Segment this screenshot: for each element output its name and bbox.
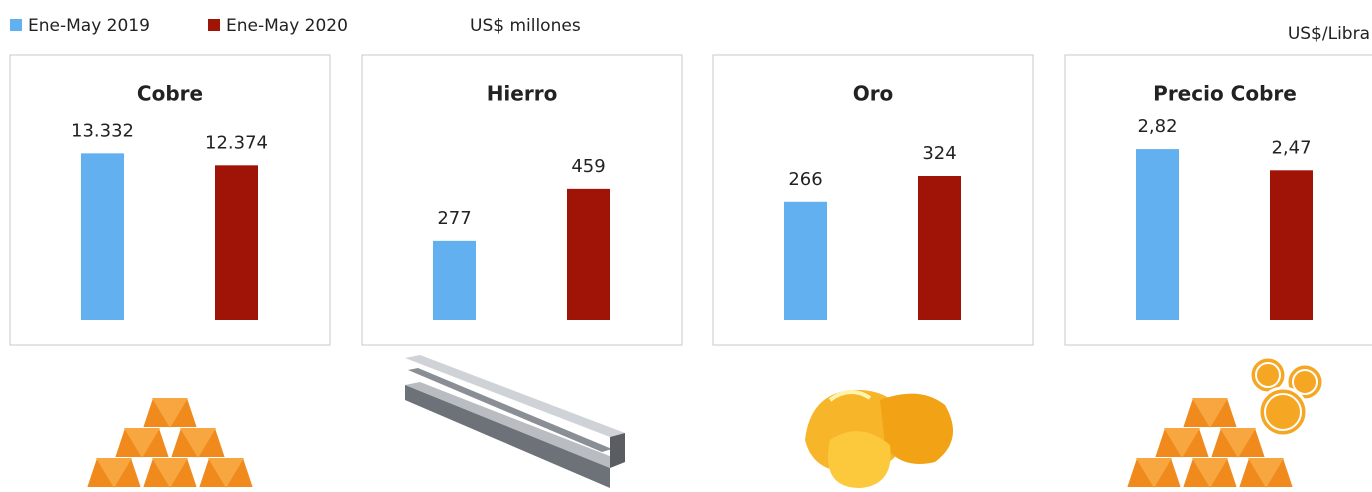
gold-bar-top: [1248, 458, 1284, 488]
chart-title: Cobre: [137, 82, 203, 106]
gold-bar-top: [124, 428, 160, 458]
data-label: 459: [571, 156, 605, 177]
unit-label: US$ millones: [470, 16, 581, 36]
gold-nugget-icon: [805, 389, 953, 488]
steel-beam-icon: [405, 355, 625, 488]
coin-rim: [1255, 362, 1281, 388]
legend-swatch: [208, 19, 220, 31]
data-label: 13.332: [71, 120, 134, 141]
icons: [405, 355, 953, 488]
panel: [361, 54, 683, 346]
unit-label: US$/Libra: [1288, 24, 1370, 44]
panel: [1064, 54, 1372, 346]
bar: [567, 188, 610, 320]
coin-icon: [1257, 386, 1309, 438]
gold-bar-top: [1164, 428, 1200, 458]
panel: [9, 54, 331, 346]
bar: [1136, 149, 1179, 320]
gold-bars-icon: [1124, 397, 1296, 489]
chart-title: Oro: [853, 82, 894, 106]
bar: [1270, 170, 1313, 320]
bar: [215, 165, 258, 320]
bar: [784, 201, 827, 320]
gold-bar-top: [1220, 428, 1256, 458]
data-label: 2,82: [1137, 116, 1177, 137]
bar: [81, 153, 124, 320]
chart-title: Hierro: [487, 82, 558, 106]
gold-bar-top: [180, 428, 216, 458]
gold-bar-top: [1192, 398, 1228, 428]
panel: [712, 54, 1034, 346]
coin-rim: [1292, 369, 1318, 395]
gold-bar-top: [152, 398, 188, 428]
data-label: 277: [437, 208, 471, 229]
gold-bar-top: [1136, 458, 1172, 488]
gold-bar-top: [96, 458, 132, 488]
data-label: 266: [788, 169, 822, 190]
gold-bars-icon: [84, 397, 256, 489]
data-label: 12.374: [205, 132, 268, 153]
gold-bar-top: [208, 458, 244, 488]
legend-label: Ene-May 2020: [226, 16, 348, 36]
bar: [918, 176, 961, 320]
chart-title: Precio Cobre: [1153, 82, 1297, 106]
legend-swatch: [10, 19, 22, 31]
legend-label: Ene-May 2019: [28, 16, 150, 36]
bar: [433, 240, 476, 320]
data-label: 2,47: [1271, 137, 1311, 158]
gold-bar-top: [152, 458, 188, 488]
data-label: 324: [922, 143, 956, 164]
coin-rim: [1264, 393, 1302, 431]
gold-bar-top: [1192, 458, 1228, 488]
